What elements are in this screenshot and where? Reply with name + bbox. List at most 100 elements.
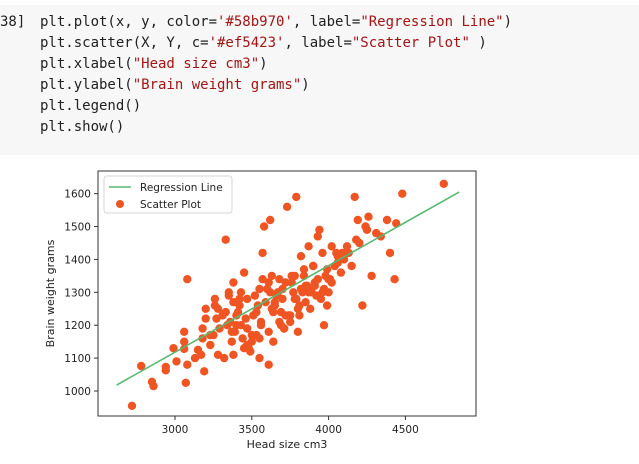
y-tick-label: 1400 xyxy=(64,254,91,266)
data-point xyxy=(266,215,275,225)
data-point xyxy=(255,284,264,294)
x-axis-label: Head size cm3 xyxy=(247,438,328,451)
data-point xyxy=(238,334,247,343)
data-point xyxy=(196,350,206,359)
x-tick-label: 4500 xyxy=(392,424,419,436)
data-point xyxy=(336,268,346,277)
data-point xyxy=(227,337,236,346)
y-tick-label: 1100 xyxy=(64,353,91,365)
data-point xyxy=(286,317,295,327)
data-point xyxy=(127,401,137,410)
data-point xyxy=(289,288,298,297)
data-point xyxy=(364,212,373,221)
data-point xyxy=(252,307,261,317)
data-point xyxy=(352,235,361,244)
data-point xyxy=(172,357,181,366)
data-point xyxy=(275,275,284,284)
data-point xyxy=(295,311,304,320)
code-line: plt.legend() xyxy=(40,98,142,114)
data-point xyxy=(306,304,315,313)
data-point xyxy=(301,298,310,307)
data-point xyxy=(309,261,318,271)
data-point xyxy=(293,304,303,313)
data-point xyxy=(319,284,329,294)
data-point xyxy=(258,275,267,284)
cell-output: 3000 3500 4000 4500 1000 1100 1200 1300 1400 1500… xyxy=(0,160,639,460)
regression-line xyxy=(116,191,460,386)
data-point xyxy=(358,301,367,310)
data-point xyxy=(201,314,210,323)
data-point xyxy=(235,301,244,310)
data-point xyxy=(169,344,178,353)
legend-box xyxy=(103,175,233,214)
data-point xyxy=(241,314,250,323)
data-point xyxy=(267,271,276,281)
data-point xyxy=(255,353,264,363)
data-point xyxy=(250,291,260,300)
data-point xyxy=(266,288,275,297)
data-point xyxy=(296,252,306,261)
data-point xyxy=(180,337,189,346)
data-point xyxy=(304,288,313,297)
data-point xyxy=(290,271,299,281)
data-point xyxy=(332,248,341,258)
data-point xyxy=(392,219,401,228)
data-point xyxy=(282,202,292,211)
data-point xyxy=(258,248,267,258)
data-point xyxy=(243,294,252,304)
data-point xyxy=(259,222,269,231)
data-point xyxy=(269,337,278,346)
data-point xyxy=(382,215,392,225)
y-tick-label: 1300 xyxy=(64,287,91,299)
data-point xyxy=(322,301,332,310)
code-editor[interactable]: plt.plot(x, y, color='#58b970', label="R… xyxy=(40,12,512,138)
data-point xyxy=(385,248,395,258)
data-point xyxy=(293,327,303,336)
data-point xyxy=(239,268,249,277)
execution-count: 38] xyxy=(0,14,26,30)
data-point xyxy=(304,242,313,251)
data-point xyxy=(319,321,329,330)
legend-label: Scatter Plot xyxy=(140,199,201,211)
legend: Regression Line Scatter Plot xyxy=(103,175,233,214)
data-point xyxy=(313,232,322,241)
data-point xyxy=(232,311,241,320)
data-point xyxy=(278,294,287,304)
data-point xyxy=(213,304,223,313)
data-point xyxy=(227,327,236,336)
data-point xyxy=(333,258,342,267)
data-point xyxy=(299,265,309,274)
data-point xyxy=(206,340,215,350)
legend-label: Regression Line xyxy=(140,182,223,194)
code-line: plt.plot(x, y, color='#58b970', label="R… xyxy=(40,14,513,30)
data-point xyxy=(301,281,310,290)
data-point xyxy=(350,192,359,202)
scatter-series xyxy=(127,179,448,410)
data-point xyxy=(255,334,264,343)
data-point xyxy=(284,311,293,320)
data-point xyxy=(224,291,233,300)
data-point xyxy=(220,353,229,363)
x-tick-label: 3000 xyxy=(162,424,189,436)
data-point xyxy=(137,361,146,371)
data-point xyxy=(161,366,170,375)
data-point xyxy=(256,321,266,330)
data-point xyxy=(439,179,448,188)
y-tick-label: 1200 xyxy=(64,320,91,332)
axes-frame xyxy=(97,170,477,417)
data-point xyxy=(201,304,210,313)
data-point xyxy=(318,248,327,258)
data-point xyxy=(198,324,207,333)
data-point xyxy=(213,350,223,359)
data-point xyxy=(292,294,301,304)
code-line: plt.show() xyxy=(40,119,125,135)
data-point xyxy=(315,225,324,234)
data-point xyxy=(292,192,301,202)
y-tick-label: 1500 xyxy=(64,222,91,234)
data-point xyxy=(243,340,252,350)
data-point xyxy=(362,225,372,234)
y-tick-label: 1600 xyxy=(64,189,91,201)
data-point xyxy=(235,294,244,304)
data-point xyxy=(275,317,284,327)
code-cell[interactable] xyxy=(0,5,639,155)
